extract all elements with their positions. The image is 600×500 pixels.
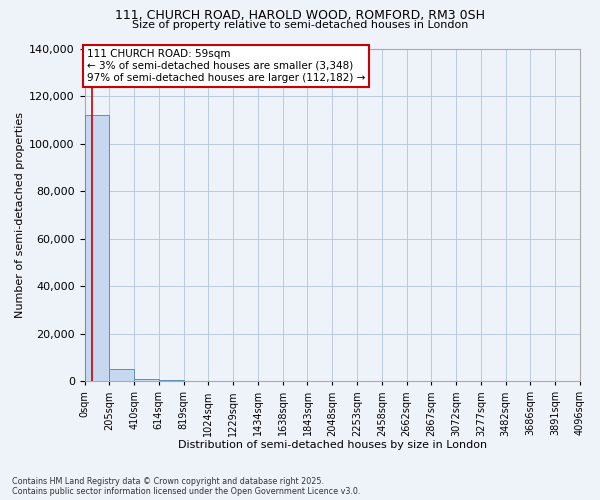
Text: Contains HM Land Registry data © Crown copyright and database right 2025.
Contai: Contains HM Land Registry data © Crown c… [12,476,361,496]
Bar [159,380,184,381]
Bar [109,370,134,381]
Bar [134,380,159,381]
Text: 111, CHURCH ROAD, HAROLD WOOD, ROMFORD, RM3 0SH: 111, CHURCH ROAD, HAROLD WOOD, ROMFORD, … [115,9,485,22]
Text: Size of property relative to semi-detached houses in London: Size of property relative to semi-detach… [132,20,468,30]
Bar [85,115,109,381]
X-axis label: Distribution of semi-detached houses by size in London: Distribution of semi-detached houses by … [178,440,487,450]
Y-axis label: Number of semi-detached properties: Number of semi-detached properties [15,112,25,318]
Text: 111 CHURCH ROAD: 59sqm
← 3% of semi-detached houses are smaller (3,348)
97% of s: 111 CHURCH ROAD: 59sqm ← 3% of semi-deta… [87,50,365,82]
